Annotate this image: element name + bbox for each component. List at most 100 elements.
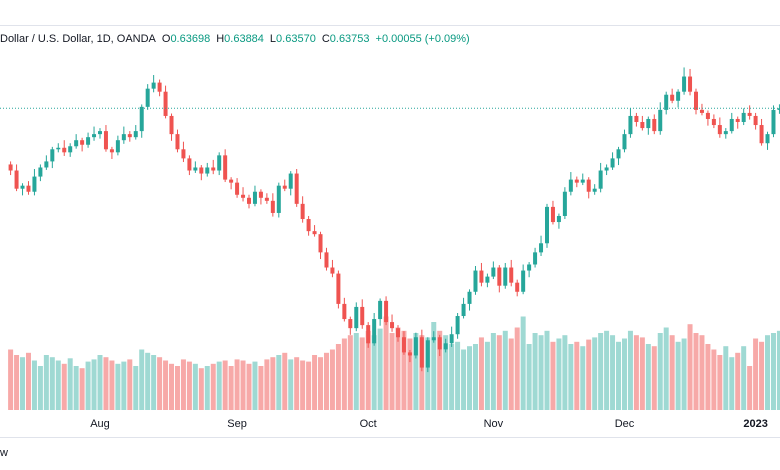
volume-bar bbox=[258, 366, 264, 410]
candle-body bbox=[699, 109, 704, 113]
candle-body bbox=[723, 131, 728, 135]
candle-body bbox=[562, 191, 567, 216]
candle-body bbox=[646, 118, 651, 129]
candle-body bbox=[580, 179, 585, 183]
candle-body bbox=[103, 131, 108, 150]
candle-body bbox=[592, 188, 597, 192]
volume-bar bbox=[198, 368, 204, 410]
candle-body bbox=[777, 108, 780, 110]
volume-bar bbox=[526, 344, 532, 410]
volume-bar bbox=[37, 366, 43, 410]
x-axis: Aug Sep Oct Nov Dec 2023 bbox=[90, 418, 768, 430]
volume-bar bbox=[532, 333, 538, 410]
volume-bar bbox=[61, 363, 67, 410]
volume-bar bbox=[216, 361, 222, 410]
volume-bar bbox=[407, 338, 413, 410]
candle-body bbox=[521, 270, 526, 292]
candle-body bbox=[157, 82, 162, 92]
volume-bar bbox=[377, 328, 383, 410]
volume-bar bbox=[508, 338, 514, 410]
candle-body bbox=[276, 185, 281, 213]
volume-bar bbox=[365, 330, 371, 410]
candle-body bbox=[330, 267, 335, 274]
volume-bar bbox=[699, 335, 705, 410]
volume-bar bbox=[627, 330, 633, 410]
candle-body bbox=[711, 118, 716, 126]
candle-body bbox=[568, 179, 573, 192]
candle-body bbox=[437, 337, 442, 350]
volume-bar bbox=[329, 349, 335, 410]
volume-bar bbox=[276, 355, 282, 410]
candle-body bbox=[98, 131, 102, 135]
volume-bar bbox=[318, 357, 324, 410]
candle-body bbox=[115, 140, 120, 153]
candle-pane bbox=[0, 67, 780, 373]
volume-bar bbox=[240, 360, 246, 410]
candle-body bbox=[670, 94, 675, 101]
candle-body bbox=[318, 234, 323, 253]
volume-bar bbox=[383, 316, 389, 410]
volume-bar bbox=[341, 338, 347, 410]
candle-body bbox=[545, 206, 549, 244]
volume-bar bbox=[163, 360, 169, 410]
candle-body bbox=[652, 118, 657, 132]
candle-body bbox=[533, 252, 538, 265]
candle-body bbox=[640, 122, 645, 129]
candle-body bbox=[694, 91, 698, 110]
volume-bar bbox=[270, 357, 276, 410]
candle-body bbox=[419, 337, 424, 368]
candle-body bbox=[86, 137, 91, 145]
volume-bar bbox=[97, 355, 103, 410]
candle-body bbox=[294, 173, 299, 204]
volume-bar bbox=[174, 366, 180, 410]
volume-bar bbox=[133, 366, 139, 410]
volume-bar bbox=[770, 333, 776, 410]
ohlc-value: 0.63884 bbox=[224, 33, 264, 45]
volume-bar bbox=[681, 338, 687, 410]
volume-bar bbox=[246, 363, 252, 410]
candle-body bbox=[622, 134, 627, 150]
candle-body bbox=[473, 270, 478, 292]
volume-bar bbox=[288, 359, 294, 410]
volume-bar bbox=[31, 360, 37, 410]
candle-body bbox=[288, 173, 293, 189]
candle-body bbox=[366, 325, 371, 344]
volume-bar bbox=[151, 355, 157, 410]
volume-bar bbox=[73, 366, 79, 410]
footer-text: w bbox=[0, 447, 8, 459]
candle-body bbox=[348, 319, 353, 329]
volume-bar bbox=[574, 341, 580, 410]
volume-bar bbox=[192, 363, 198, 410]
volume-bar bbox=[621, 338, 627, 410]
candle-body bbox=[705, 112, 710, 119]
candle-body bbox=[336, 273, 341, 304]
candle-body bbox=[467, 291, 472, 304]
candle-body bbox=[193, 167, 198, 171]
volume-bar bbox=[765, 335, 771, 410]
volume-bar bbox=[639, 337, 645, 410]
volume-bar bbox=[562, 335, 568, 410]
candle-body bbox=[556, 215, 561, 223]
volume-bar bbox=[204, 366, 210, 410]
volume-bar bbox=[228, 366, 234, 410]
volume-bar bbox=[109, 360, 115, 410]
candle-body bbox=[50, 149, 55, 162]
volume-bar bbox=[186, 361, 192, 410]
candle-body bbox=[753, 115, 758, 126]
volume-bar bbox=[776, 330, 780, 410]
candle-body bbox=[413, 337, 418, 356]
volume-bar bbox=[610, 335, 616, 410]
candle-body bbox=[181, 149, 186, 159]
volume-bar bbox=[371, 335, 377, 410]
candle-body bbox=[664, 94, 669, 110]
candle-body bbox=[139, 106, 144, 132]
volume-bar bbox=[282, 352, 288, 410]
volume-bar bbox=[306, 361, 312, 410]
candle-body bbox=[306, 219, 311, 232]
candle-body bbox=[491, 267, 496, 277]
candle-body bbox=[223, 155, 228, 180]
ohlc-key: L bbox=[269, 33, 277, 45]
candle-body bbox=[264, 197, 269, 201]
symbol-title: Dollar / U.S. Dollar, 1D, OANDA bbox=[0, 33, 156, 45]
